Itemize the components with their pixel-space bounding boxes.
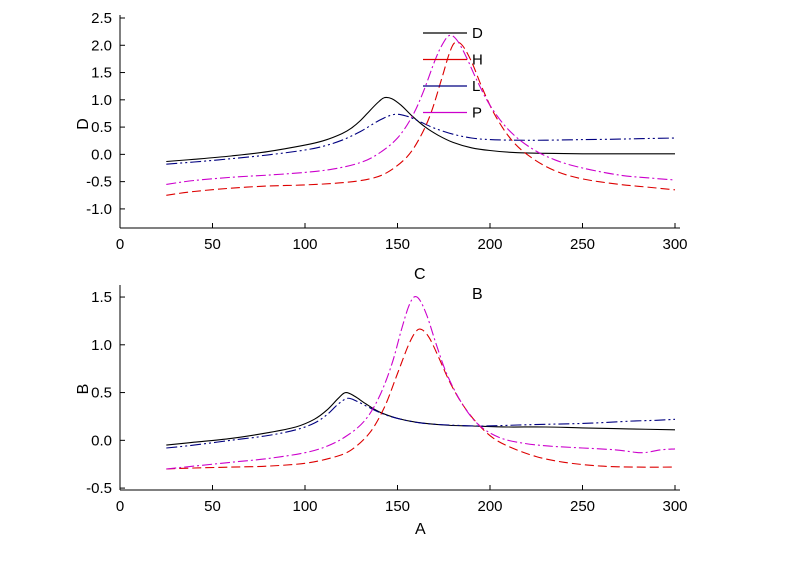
- y-tick-label: 0.0: [91, 432, 112, 449]
- x-tick-label: 200: [477, 498, 502, 515]
- legend-label-H: H: [472, 52, 483, 69]
- x-tick-label: 200: [477, 236, 502, 253]
- y-tick-label: 0.5: [91, 385, 112, 402]
- y-axis-title: B: [75, 384, 92, 395]
- top-chart: 0 50 100 150 200 250 300 -1.0 -0.5 0.0 0.5 1.0 1.5 2.…: [75, 10, 688, 253]
- legend-label-P: P: [472, 105, 482, 122]
- y-tick-label: 1.5: [91, 65, 112, 82]
- x-tick-label: 100: [292, 236, 317, 253]
- x-tick-label: 0: [116, 498, 124, 515]
- series-P: [166, 34, 676, 185]
- x-tick-label: 100: [292, 498, 317, 515]
- y-tick-label: -1.0: [86, 201, 112, 218]
- y-tick-label: 2.0: [91, 37, 112, 54]
- legend-label-D: D: [472, 25, 483, 42]
- y-tick-label: -0.5: [86, 480, 112, 497]
- x-tick-label: 0: [116, 236, 124, 253]
- y-axis-title: D: [75, 118, 92, 130]
- y-tick-label: 0.0: [91, 146, 112, 163]
- series-H: [166, 41, 676, 196]
- x-tick-label: 300: [662, 236, 687, 253]
- y-tick-label: 1.0: [91, 92, 112, 109]
- annotation-C: C: [414, 266, 426, 283]
- x-tick-label: 150: [385, 236, 410, 253]
- series-H: [166, 328, 676, 470]
- annotation-B: B: [472, 286, 483, 303]
- x-tick-label: 50: [204, 236, 221, 253]
- x-tick-label: 50: [204, 498, 221, 515]
- y-tick-label: 2.5: [91, 10, 112, 27]
- bottom-chart: 0 50 100 150 200 250 300 -0.5 0.0 0.5 1.0 1.5 B A C B: [75, 266, 688, 538]
- x-tick-label: 300: [662, 498, 687, 515]
- x-axis-title: A: [415, 521, 426, 538]
- y-tick-label: 0.5: [91, 119, 112, 136]
- y-tick-label: -0.5: [86, 174, 112, 191]
- series-D: [166, 392, 676, 446]
- y-tick-label: 1.5: [91, 289, 112, 306]
- series-L: [166, 113, 676, 165]
- y-tick-label: 1.0: [91, 337, 112, 354]
- series-D: [166, 96, 675, 163]
- x-tick-label: 250: [570, 498, 595, 515]
- x-tick-label: 250: [570, 236, 595, 253]
- series-L: [166, 397, 676, 449]
- legend-label-L: L: [472, 78, 480, 95]
- series-P: [166, 295, 676, 470]
- x-tick-label: 150: [385, 498, 410, 515]
